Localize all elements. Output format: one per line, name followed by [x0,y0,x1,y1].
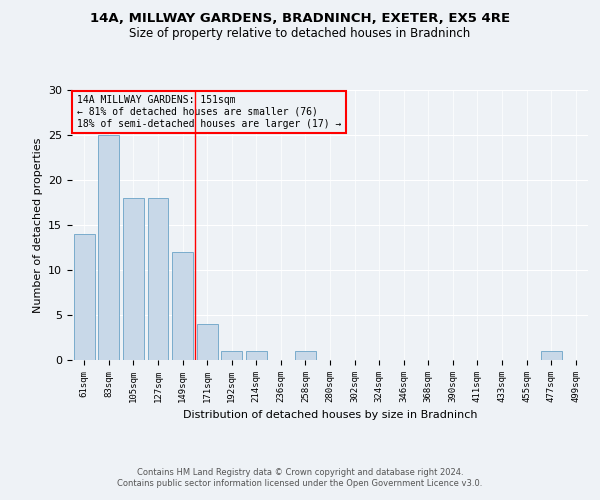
Bar [123,198,144,360]
Bar [246,351,267,360]
Bar [98,135,119,360]
Bar [148,198,169,360]
Bar [172,252,193,360]
Text: Contains HM Land Registry data © Crown copyright and database right 2024.
Contai: Contains HM Land Registry data © Crown c… [118,468,482,487]
Bar [197,324,218,360]
X-axis label: Distribution of detached houses by size in Bradninch: Distribution of detached houses by size … [183,410,477,420]
Text: 14A MILLWAY GARDENS: 151sqm
← 81% of detached houses are smaller (76)
18% of sem: 14A MILLWAY GARDENS: 151sqm ← 81% of det… [77,96,341,128]
Bar [295,351,316,360]
Text: 14A, MILLWAY GARDENS, BRADNINCH, EXETER, EX5 4RE: 14A, MILLWAY GARDENS, BRADNINCH, EXETER,… [90,12,510,26]
Text: Size of property relative to detached houses in Bradninch: Size of property relative to detached ho… [130,28,470,40]
Bar [74,234,95,360]
Bar [221,351,242,360]
Bar [541,351,562,360]
Y-axis label: Number of detached properties: Number of detached properties [32,138,43,312]
